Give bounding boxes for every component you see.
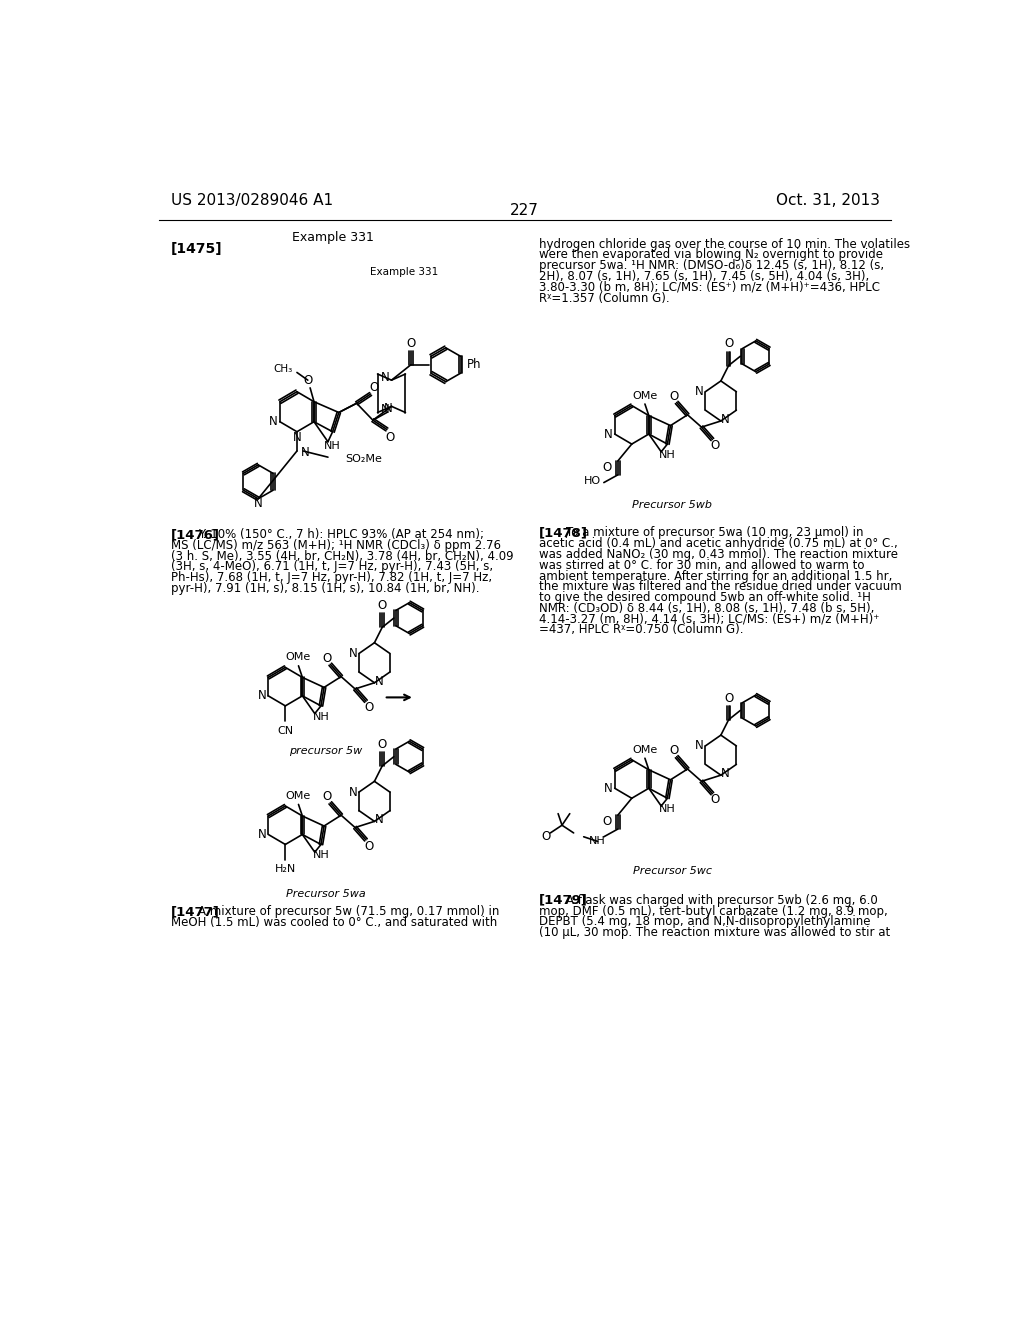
Text: O: O bbox=[724, 692, 733, 705]
Text: O: O bbox=[323, 652, 332, 665]
Text: SO₂Me: SO₂Me bbox=[345, 454, 382, 463]
Text: N: N bbox=[695, 385, 703, 399]
Text: H₂N: H₂N bbox=[274, 865, 296, 874]
Text: =437, HPLC Rᵡ=0.750 (Column G).: =437, HPLC Rᵡ=0.750 (Column G). bbox=[539, 623, 743, 636]
Text: O: O bbox=[542, 830, 551, 843]
Text: OMe: OMe bbox=[632, 744, 657, 755]
Text: O: O bbox=[369, 381, 378, 395]
Text: O: O bbox=[385, 430, 394, 444]
Text: were then evaporated via blowing N₂ overnight to provide: were then evaporated via blowing N₂ over… bbox=[539, 248, 883, 261]
Text: (3 h. S, Me), 3.55 (4H, br, CH₂N), 3.78 (4H, br, CH₂N), 4.09: (3 h. S, Me), 3.55 (4H, br, CH₂N), 3.78 … bbox=[171, 549, 513, 562]
Text: was added NaNO₂ (30 mg, 0.43 mmol). The reaction mixture: was added NaNO₂ (30 mg, 0.43 mmol). The … bbox=[539, 548, 898, 561]
Text: O: O bbox=[378, 738, 387, 751]
Text: NH: NH bbox=[659, 804, 676, 814]
Text: N: N bbox=[375, 813, 383, 826]
Text: N: N bbox=[695, 739, 703, 752]
Text: [1476]: [1476] bbox=[171, 528, 219, 541]
Text: N: N bbox=[381, 371, 390, 384]
Text: O: O bbox=[711, 440, 720, 453]
Text: N: N bbox=[301, 446, 309, 459]
Text: [1477]: [1477] bbox=[171, 906, 219, 919]
Text: 2H), 8.07 (s, 1H), 7.65 (s, 1H), 7.45 (s, 5H), 4.04 (s, 3H),: 2H), 8.07 (s, 1H), 7.65 (s, 1H), 7.45 (s… bbox=[539, 271, 869, 282]
Text: NH: NH bbox=[589, 837, 606, 846]
Text: US 2013/0289046 A1: US 2013/0289046 A1 bbox=[171, 193, 333, 209]
Text: N: N bbox=[258, 689, 266, 702]
Text: Precursor 5wb: Precursor 5wb bbox=[632, 500, 712, 510]
Text: was stirred at 0° C. for 30 min, and allowed to warm to: was stirred at 0° C. for 30 min, and all… bbox=[539, 558, 864, 572]
Text: NH: NH bbox=[659, 450, 676, 459]
Text: OMe: OMe bbox=[632, 391, 657, 400]
Text: O: O bbox=[323, 791, 332, 804]
Text: (3H, s, 4-MeO), 6.71 (1H, t, J=7 Hz, pyr-H), 7.43 (5H, s,: (3H, s, 4-MeO), 6.71 (1H, t, J=7 Hz, pyr… bbox=[171, 561, 493, 573]
Text: O: O bbox=[407, 337, 416, 350]
Text: O: O bbox=[378, 599, 387, 612]
Text: [1478]: [1478] bbox=[539, 527, 588, 540]
Text: N: N bbox=[348, 647, 357, 660]
Text: N: N bbox=[258, 828, 266, 841]
Text: ambient temperature. After stirring for an additional 1.5 hr,: ambient temperature. After stirring for … bbox=[539, 570, 892, 582]
Text: O: O bbox=[602, 814, 611, 828]
Text: pyr-H), 7.91 (1H, s), 8.15 (1H, s), 10.84 (1H, br, NH).: pyr-H), 7.91 (1H, s), 8.15 (1H, s), 10.8… bbox=[171, 582, 479, 595]
Text: A flask was charged with precursor 5wb (2.6 mg, 6.0: A flask was charged with precursor 5wb (… bbox=[566, 894, 878, 907]
Text: O: O bbox=[724, 338, 733, 351]
Text: (10 μL, 30 mop. The reaction mixture was allowed to stir at: (10 μL, 30 mop. The reaction mixture was… bbox=[539, 927, 890, 939]
Text: 3.80-3.30 (b m, 8H); LC/MS: (ES⁺) m/z (M+H)⁺=436, HPLC: 3.80-3.30 (b m, 8H); LC/MS: (ES⁺) m/z (M… bbox=[539, 281, 880, 294]
Text: NH: NH bbox=[312, 711, 330, 722]
Text: O: O bbox=[365, 840, 374, 853]
Text: mop, DMF (0.5 mL), tert-butyl carbazate (1.2 mg, 8.9 mop,: mop, DMF (0.5 mL), tert-butyl carbazate … bbox=[539, 904, 888, 917]
Text: MS (LC/MS) m/z 563 (M+H); ¹H NMR (CDCl₃) δ ppm 2.76: MS (LC/MS) m/z 563 (M+H); ¹H NMR (CDCl₃)… bbox=[171, 539, 501, 552]
Text: To a mixture of precursor 5wa (10 mg, 23 μmol) in: To a mixture of precursor 5wa (10 mg, 23… bbox=[566, 527, 863, 540]
Text: CH₃: CH₃ bbox=[273, 364, 292, 375]
Text: N: N bbox=[269, 416, 279, 428]
Text: N: N bbox=[721, 767, 730, 780]
Text: [1479]: [1479] bbox=[539, 894, 588, 907]
Text: Precursor 5wa: Precursor 5wa bbox=[286, 888, 366, 899]
Text: N: N bbox=[604, 428, 613, 441]
Text: acetic acid (0.4 mL) and acetic anhydride (0.75 mL) at 0° C.,: acetic acid (0.4 mL) and acetic anhydrid… bbox=[539, 537, 897, 550]
Text: O: O bbox=[711, 793, 720, 807]
Text: N: N bbox=[293, 432, 301, 445]
Text: O: O bbox=[602, 461, 611, 474]
Text: the mixture was filtered and the residue dried under vacuum: the mixture was filtered and the residue… bbox=[539, 581, 901, 594]
Text: precursor 5wa. ¹H NMR: (DMSO-d₆)δ 12.45 (s, 1H), 8.12 (s,: precursor 5wa. ¹H NMR: (DMSO-d₆)δ 12.45 … bbox=[539, 259, 884, 272]
Text: Precursor 5wc: Precursor 5wc bbox=[633, 866, 712, 875]
Text: O: O bbox=[303, 374, 312, 387]
Text: DEPBT (5.4 mg, 18 mop, and N,N-diisopropylethylamine: DEPBT (5.4 mg, 18 mop, and N,N-diisoprop… bbox=[539, 915, 870, 928]
Text: 227: 227 bbox=[510, 203, 540, 218]
Text: N: N bbox=[254, 496, 262, 510]
Text: CN: CN bbox=[278, 726, 294, 735]
Text: HO: HO bbox=[584, 477, 601, 486]
Text: [1475]: [1475] bbox=[171, 243, 222, 256]
Text: N: N bbox=[604, 781, 613, 795]
Text: N: N bbox=[721, 413, 730, 426]
Text: Example 331: Example 331 bbox=[370, 268, 438, 277]
Text: OMe: OMe bbox=[286, 791, 311, 801]
Text: Rᵡ=1.357 (Column G).: Rᵡ=1.357 (Column G). bbox=[539, 292, 670, 305]
Text: hydrogen chloride gas over the course of 10 min. The volatiles: hydrogen chloride gas over the course of… bbox=[539, 238, 910, 251]
Text: Example 331: Example 331 bbox=[293, 231, 375, 244]
Text: O: O bbox=[669, 389, 678, 403]
Text: precursor 5w: precursor 5w bbox=[289, 746, 362, 756]
Text: 4.14-3.27 (m, 8H), 4.14 (s, 3H); LC/MS: (ES+) m/z (M+H)⁺: 4.14-3.27 (m, 8H), 4.14 (s, 3H); LC/MS: … bbox=[539, 612, 880, 626]
Text: O: O bbox=[669, 744, 678, 758]
Text: MeOH (1.5 mL) was cooled to 0° C., and saturated with: MeOH (1.5 mL) was cooled to 0° C., and s… bbox=[171, 916, 497, 929]
Text: N: N bbox=[384, 403, 393, 416]
Text: Ph: Ph bbox=[467, 358, 481, 371]
Text: NH: NH bbox=[312, 850, 330, 861]
Text: NMR: (CD₃OD) δ 8.44 (s, 1H), 8.08 (s, 1H), 7.48 (b s, 5H),: NMR: (CD₃OD) δ 8.44 (s, 1H), 8.08 (s, 1H… bbox=[539, 602, 874, 615]
Text: O: O bbox=[365, 701, 374, 714]
Text: NH: NH bbox=[324, 441, 340, 450]
Text: Oct. 31, 2013: Oct. 31, 2013 bbox=[776, 193, 880, 209]
Text: N: N bbox=[348, 785, 357, 799]
Text: Ph-Hs), 7.68 (1H, t, J=7 Hz, pyr-H), 7.82 (1H, t, J=7 Hz,: Ph-Hs), 7.68 (1H, t, J=7 Hz, pyr-H), 7.8… bbox=[171, 572, 492, 585]
Text: to give the desired compound 5wb an off-white solid. ¹H: to give the desired compound 5wb an off-… bbox=[539, 591, 870, 605]
Text: A mixture of precursor 5w (71.5 mg, 0.17 mmol) in: A mixture of precursor 5w (71.5 mg, 0.17… bbox=[198, 906, 499, 919]
Text: OMe: OMe bbox=[286, 652, 311, 663]
Text: Y. 10% (150° C., 7 h): HPLC 93% (AP at 254 nm);: Y. 10% (150° C., 7 h): HPLC 93% (AP at 2… bbox=[198, 528, 483, 541]
Text: N: N bbox=[381, 403, 390, 416]
Text: N: N bbox=[375, 675, 383, 688]
